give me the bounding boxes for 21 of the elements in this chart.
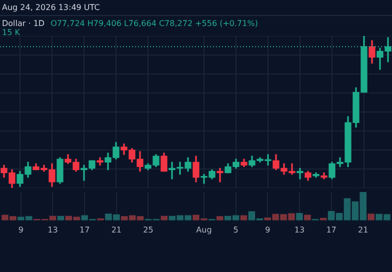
x-tick-label: 5 (233, 225, 238, 234)
x-tick-label: 25 (143, 225, 154, 234)
bar (216, 216, 224, 220)
x-tick-label: 9 (18, 225, 24, 234)
x-tick-label: 17 (79, 225, 90, 234)
bar (304, 214, 311, 220)
x-tick-label: 13 (48, 225, 58, 234)
bar (368, 214, 374, 220)
candlestick (216, 168, 224, 182)
x-tick-label: 21 (358, 225, 368, 234)
bar (296, 213, 303, 220)
text: O77,724 H79,406 L76,664 C78,272 +556 (+0.71%) (50, 19, 258, 28)
x-tick-label: 21 (111, 225, 122, 234)
x-tick-label: 13 (294, 225, 305, 234)
candlestick (296, 168, 304, 180)
annotation: 15 K (2, 28, 20, 37)
x-tick-label: 9 (265, 225, 270, 234)
text: Aug 24, 2026 13:49 UTC (2, 3, 100, 12)
x-tick-label: Aug (196, 225, 212, 234)
x-tick-label: 17 (326, 225, 336, 234)
chart-title: Dollar · 1D (2, 19, 45, 28)
